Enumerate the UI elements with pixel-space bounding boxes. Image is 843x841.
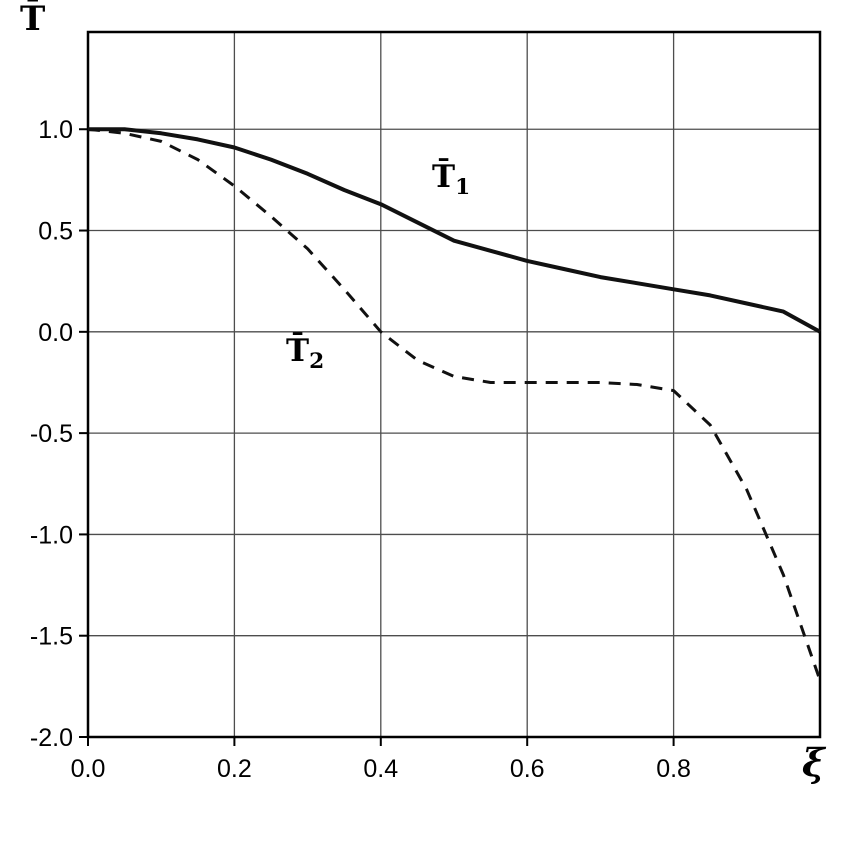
y-tick-label: -1.5	[30, 623, 73, 651]
x-tick-label: 0.4	[363, 755, 398, 783]
series-label-t2-sub: 2	[309, 349, 325, 375]
series-label-t2-main: T̄	[286, 333, 310, 369]
x-tick-label: 0.0	[71, 755, 106, 783]
x-tick-label: 0.2	[217, 755, 252, 783]
series-label-t1-main: T̄	[432, 159, 456, 195]
y-tick-label: -1.0	[30, 521, 73, 549]
plot-border	[86, 30, 822, 739]
series-label-t1-sub: 1	[455, 175, 471, 201]
y-tick-label: 0.5	[38, 218, 73, 246]
series-label-t1: T̄1	[432, 162, 470, 199]
y-tick-label: -0.5	[30, 420, 73, 448]
series-line-1	[88, 127, 821, 334]
y-tick-label: -2.0	[30, 724, 73, 752]
y-tick-label: 1.0	[38, 116, 73, 144]
series-label-t2: T̄2	[286, 336, 324, 373]
y-tick-label: 0.0	[38, 319, 73, 347]
x-axis-label: ξ	[802, 740, 825, 785]
x-tick-label: 0.8	[656, 755, 691, 783]
x-tick-label: 0.6	[510, 755, 545, 783]
series-line-2	[87, 127, 822, 681]
y-axis-label: T̄	[20, 0, 46, 39]
